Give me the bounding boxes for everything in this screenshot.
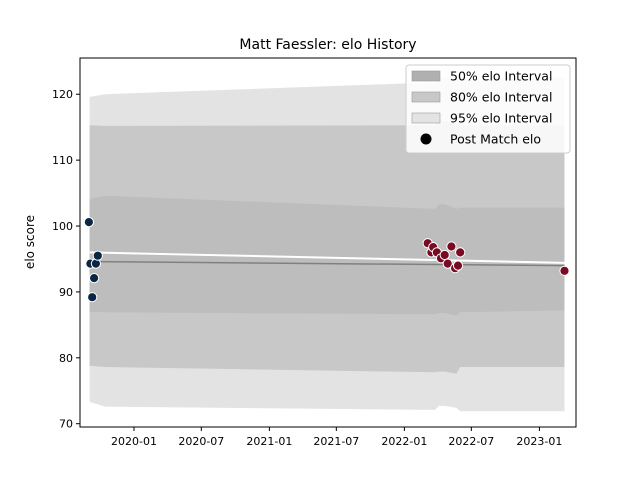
y-tick-label: 120 [52, 88, 73, 101]
legend-swatch [411, 70, 441, 82]
post-match-point [446, 241, 457, 252]
legend-marker [420, 133, 432, 145]
legend-label: 80% elo Interval [450, 90, 552, 105]
legend-box [405, 64, 571, 154]
legend-swatch [411, 112, 441, 124]
x-tick-label: 2020-01 [111, 435, 157, 448]
legend: 50% elo Interval 80% elo Interval 95% elo … [405, 64, 571, 154]
x-tick-label: 2023-01 [516, 435, 562, 448]
post-match-point [87, 292, 98, 303]
chart-title: Matt Faessler: elo History [239, 37, 416, 53]
plot-frame [79, 57, 577, 428]
trend-line [89, 251, 565, 264]
x-tick-label: 2021-07 [313, 435, 359, 448]
y-tick-label: 90 [59, 286, 73, 299]
y-tick-label: 80 [59, 352, 73, 365]
y-tick-label: 110 [52, 154, 73, 167]
legend-swatch [411, 91, 441, 103]
x-tick-label: 2021-01 [246, 435, 292, 448]
legend-label: 95% elo Interval [450, 111, 552, 126]
trend-lines [89, 251, 565, 267]
post-match-point [83, 217, 95, 228]
x-tick-label: 2020-07 [178, 435, 224, 448]
y-axis-label: elo score [23, 215, 37, 269]
post-match-points [83, 217, 570, 303]
x-axis-ticks: 2020-01 2020-07 2021-01 2021-07 2022-01 2022-… [111, 427, 562, 448]
post-match-point [455, 247, 466, 258]
interval-bands [89, 75, 565, 412]
y-tick-label: 100 [52, 220, 73, 233]
x-tick-label: 2022-01 [381, 435, 427, 448]
y-tick-label: 70 [59, 418, 73, 431]
interval-band-2 [89, 195, 565, 316]
post-match-point [92, 250, 103, 261]
y-axis-ticks: 70 80 90 100 110 120 [52, 88, 80, 431]
mean-line [89, 260, 565, 267]
post-match-point [439, 249, 450, 261]
legend-label: Post Match elo [450, 132, 541, 147]
post-match-point [559, 265, 570, 276]
post-match-point [452, 260, 464, 271]
x-tick-label: 2022-07 [448, 435, 494, 448]
legend-label: 50% elo Interval [450, 69, 552, 84]
post-match-point [442, 258, 453, 269]
post-match-point [89, 273, 100, 284]
